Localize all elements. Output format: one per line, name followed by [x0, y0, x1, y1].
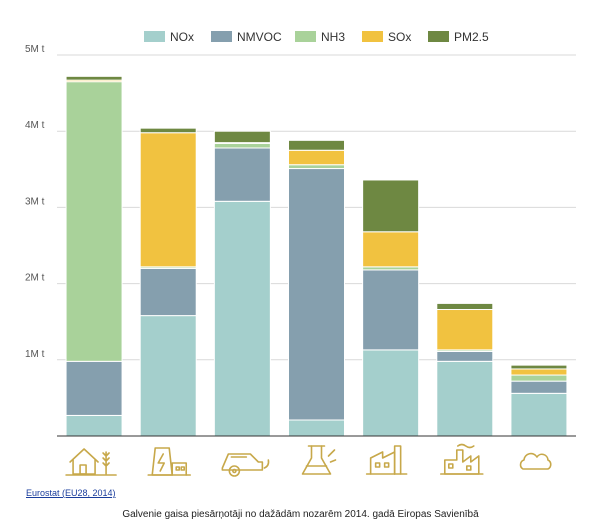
bar-segment-pm25: [213, 130, 271, 144]
bar-segment-nmvoc: [213, 147, 271, 202]
bar-segment-pm25: [362, 179, 420, 233]
chemistry-flask-icon: [301, 445, 337, 475]
y-tick-label: 3M t: [25, 196, 45, 207]
bar-segment-pm25: [436, 302, 494, 311]
power-plant-icon: [147, 447, 192, 476]
legend-swatch: [428, 31, 449, 42]
bar-segment-pm25: [288, 139, 345, 151]
bar-segment-sox: [510, 368, 568, 376]
bar-segment-nh3: [288, 164, 345, 170]
y-axis-ticks: 1M t 2M t 3M t 4M t 5M t: [25, 44, 45, 360]
bar-segment-nh3: [65, 81, 123, 362]
bar-segment-sox: [436, 309, 494, 351]
legend-swatch: [144, 31, 165, 42]
factory-icon: [365, 445, 408, 475]
legend-label: NMVOC: [237, 30, 282, 44]
legend-swatch: [295, 31, 316, 42]
farm-house-wheat-icon: [65, 448, 117, 476]
legend-swatch: [362, 31, 383, 42]
bar-segment-sox: [139, 132, 197, 268]
bars: [65, 75, 568, 437]
factory-chimney-icon: [439, 443, 484, 475]
chart-caption: Galvenie gaisa piesārņotāji no dažādām n…: [122, 509, 479, 520]
y-tick-label: 5M t: [25, 44, 45, 55]
legend-swatch: [211, 31, 232, 42]
bar-segment-nmvoc: [362, 269, 420, 351]
cloud-icon: [519, 452, 552, 470]
legend-label: PM2.5: [454, 30, 489, 44]
y-tick-label: 1M t: [25, 349, 45, 360]
bar-segment-nmvoc: [510, 380, 568, 394]
bar-segment-pm25: [510, 364, 568, 370]
bar-segment-sox: [288, 149, 345, 166]
car-icon: [221, 453, 270, 477]
bar-segment-nox: [510, 392, 568, 437]
bar-segment-nh3: [213, 142, 271, 149]
y-tick-label: 2M t: [25, 273, 45, 284]
legend: NOx NMVOC NH3 SOx PM2.5: [144, 30, 489, 44]
bar-segment-nmvoc: [65, 360, 123, 416]
bar-segment-pm25: [65, 75, 123, 81]
bar-segment-nh3: [510, 374, 568, 382]
bar-segment-nmvoc: [288, 168, 345, 421]
bar-segment-nox: [288, 419, 345, 437]
bar-segment-nox: [139, 315, 197, 437]
y-tick-label: 4M t: [25, 120, 45, 131]
bar-segment-nox: [436, 360, 494, 437]
bar-segment-pm25: [139, 127, 197, 134]
category-icons: [65, 443, 552, 477]
bar-segment-sox: [362, 231, 420, 268]
bar-segment-nox: [362, 349, 420, 437]
bar-segment-nox: [213, 200, 271, 437]
legend-label: NH3: [321, 30, 345, 44]
bar-segment-nmvoc: [139, 267, 197, 317]
legend-label: NOx: [170, 30, 194, 44]
bar-segment-nmvoc: [436, 350, 494, 362]
bar-segment-nox: [65, 414, 123, 437]
source-link[interactable]: Eurostat (EU28, 2014): [26, 488, 116, 498]
legend-label: SOx: [388, 30, 411, 44]
